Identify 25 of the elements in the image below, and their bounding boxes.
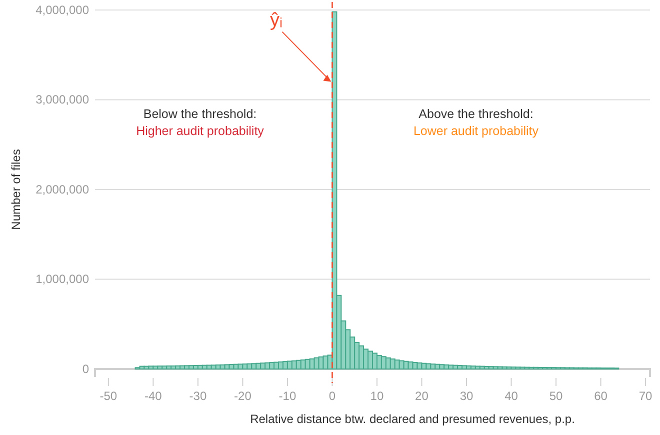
x-tick-label: 0 [328,389,336,404]
x-tick-label: -30 [189,389,207,404]
x-tick-label: -40 [144,389,162,404]
x-tick-label: 10 [370,389,384,404]
y-tick-label: 4,000,000 [36,2,90,17]
x-tick-label: 50 [549,389,563,404]
annotation: Higher audit probability [136,124,265,138]
x-tick-label: -20 [234,389,252,404]
x-axis-title: Relative distance btw. declared and presumed revenues, p.p. [250,412,575,426]
x-tick-label: -10 [278,389,296,404]
x-tick-label: 30 [460,389,474,404]
x-tick-label: 40 [504,389,518,404]
annotation: Below the threshold: [143,107,257,121]
x-tick-label: 60 [594,389,608,404]
annotation: ŷᵢ [270,10,282,31]
annotation: Lower audit probability [413,124,540,138]
y-tick-label: 1,000,000 [36,272,90,286]
y-tick-label: 2,000,000 [36,182,90,196]
annotation: Above the threshold: [418,107,534,121]
y-tick-label: 0 [82,362,90,376]
y-tick-label: 3,000,000 [36,92,90,107]
x-tick-label: 20 [415,389,429,404]
y-axis-title: Number of files [9,149,23,230]
x-tick-label: 70 [638,389,653,404]
x-tick-label: -50 [100,389,118,404]
